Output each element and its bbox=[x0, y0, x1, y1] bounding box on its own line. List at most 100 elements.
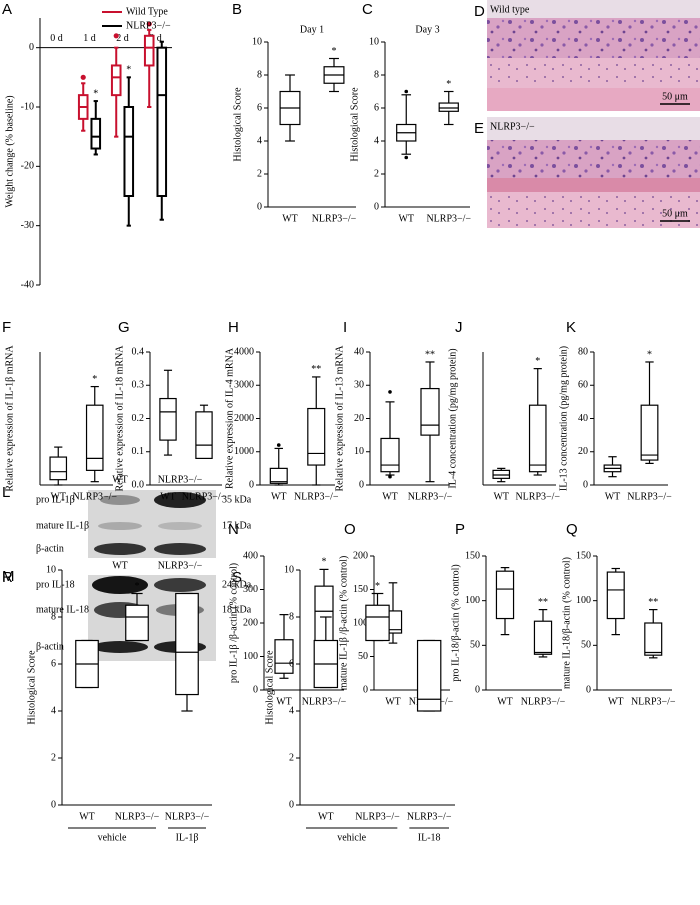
x-tick-label: NLRP3−/− bbox=[165, 811, 210, 822]
y-tick-label: 40 bbox=[354, 346, 364, 357]
band-label: β-actin bbox=[36, 543, 64, 554]
y-axis-label: Histological Score bbox=[349, 87, 360, 162]
y-tick-label: 3000 bbox=[234, 380, 254, 391]
box bbox=[606, 571, 625, 620]
blot-image bbox=[88, 490, 216, 558]
x-tick-label: 3 d bbox=[149, 33, 162, 44]
box bbox=[528, 404, 547, 473]
outlier bbox=[276, 443, 281, 447]
chart-title: Day 1 bbox=[300, 24, 324, 35]
x-tick-label: WT bbox=[608, 696, 624, 707]
box bbox=[125, 604, 149, 642]
group-label: IL-18 bbox=[418, 832, 441, 843]
x-tick-label: NLRP3−/− bbox=[115, 811, 160, 822]
significance: * bbox=[135, 581, 140, 592]
y-tick-label: -30 bbox=[21, 220, 34, 231]
significance: * bbox=[322, 557, 327, 568]
y-axis-label: Histological Score bbox=[264, 650, 275, 725]
y-tick-label: 40 bbox=[578, 413, 588, 424]
y-tick-label: 6 bbox=[51, 658, 56, 669]
y-tick-label: 100 bbox=[353, 617, 368, 628]
panel-letter: K bbox=[566, 319, 576, 336]
x-tick-label: WT bbox=[276, 696, 292, 707]
y-tick-label: 0 bbox=[586, 684, 591, 695]
y-axis-label: Relative expression of IL-18 mRNA bbox=[114, 345, 125, 492]
x-tick-label: NLRP3−/− bbox=[627, 491, 672, 502]
y-tick-label: 10 bbox=[284, 564, 294, 575]
box bbox=[175, 592, 199, 696]
box bbox=[49, 456, 68, 481]
x-tick-label: NLRP3−/− bbox=[515, 491, 560, 502]
panel-letter: E bbox=[474, 120, 484, 137]
band-label: pro IL-1β bbox=[36, 494, 75, 505]
box bbox=[269, 467, 288, 484]
y-tick-label: 0 bbox=[359, 479, 364, 490]
y-tick-label: 8 bbox=[51, 611, 56, 622]
y-tick-label: 150 bbox=[465, 550, 480, 561]
significance: ** bbox=[648, 597, 658, 608]
box bbox=[438, 102, 459, 112]
image-caption: NLRP3−/− bbox=[490, 121, 535, 132]
panel-letter: S bbox=[232, 569, 242, 586]
box bbox=[365, 604, 390, 642]
y-tick-label: 4 bbox=[374, 135, 379, 146]
y-axis-label: Relative expression of IL-1β mRNA bbox=[4, 345, 15, 492]
y-tick-label: 80 bbox=[578, 346, 588, 357]
y-tick-label: 400 bbox=[243, 550, 258, 561]
histology-image bbox=[487, 0, 700, 111]
significance: * bbox=[92, 374, 97, 385]
x-tick-label: NLRP3−/− bbox=[302, 696, 347, 707]
image-caption: Wild type bbox=[490, 4, 530, 15]
y-tick-label: 30 bbox=[354, 380, 364, 391]
panel-letter: O bbox=[344, 521, 356, 538]
y-tick-label: 0 bbox=[29, 42, 34, 53]
box bbox=[143, 34, 155, 67]
y-tick-label: 300 bbox=[243, 584, 258, 595]
x-tick-label: WT bbox=[385, 696, 401, 707]
panel-letter: N bbox=[228, 521, 239, 538]
y-tick-label: 10 bbox=[252, 36, 262, 47]
x-tick-label: WT bbox=[382, 491, 398, 502]
panel-letter: L bbox=[2, 484, 10, 501]
y-axis-label: mature IL-1β /β-actin (% control) bbox=[338, 556, 349, 691]
y-axis-label: Relative expression of IL-13 mRNA bbox=[334, 345, 345, 492]
y-tick-label: 0 bbox=[374, 201, 379, 212]
y-axis-label: IL-4 concentration (pg/mg protein) bbox=[447, 348, 458, 488]
y-tick-label: 150 bbox=[576, 550, 591, 561]
lane-label: WT bbox=[112, 560, 128, 571]
y-tick-label: 0.3 bbox=[132, 380, 145, 391]
y-tick-label: 2 bbox=[257, 168, 262, 179]
box bbox=[274, 639, 294, 674]
outlier bbox=[146, 21, 152, 27]
y-axis-label: Histological Score bbox=[26, 650, 37, 725]
y-axis-label: mature IL-18/β-actin (% control) bbox=[561, 557, 572, 689]
box bbox=[420, 387, 440, 436]
y-tick-label: 100 bbox=[243, 651, 258, 662]
box bbox=[110, 64, 122, 97]
x-tick-label: NLRP3−/− bbox=[426, 213, 471, 224]
box bbox=[123, 106, 135, 197]
x-tick-label: WT bbox=[79, 811, 95, 822]
scale-label: 50 μm bbox=[662, 91, 688, 102]
panel-letter: H bbox=[228, 319, 239, 336]
y-tick-label: 4 bbox=[51, 705, 56, 716]
panel-letter: I bbox=[343, 319, 347, 336]
box bbox=[416, 639, 442, 712]
y-tick-label: 8 bbox=[289, 611, 294, 622]
box bbox=[380, 437, 400, 473]
y-tick-label: 200 bbox=[243, 617, 258, 628]
box bbox=[85, 404, 104, 471]
x-tick-label: NLRP3−/− bbox=[312, 213, 357, 224]
y-tick-label: 0.0 bbox=[132, 479, 145, 490]
y-tick-label: 50 bbox=[358, 651, 368, 662]
x-tick-label: NLRP3−/− bbox=[408, 491, 453, 502]
y-tick-label: 0 bbox=[583, 479, 588, 490]
x-tick-label: 0 d bbox=[50, 33, 63, 44]
panel-letter: F bbox=[2, 319, 11, 336]
panel-letter: M bbox=[2, 568, 15, 585]
band-label: mature IL-18 bbox=[36, 604, 89, 615]
panel-letter: D bbox=[474, 3, 485, 20]
x-tick-label: NLRP3−/− bbox=[355, 811, 400, 822]
band-size: 24 kDa bbox=[222, 579, 252, 590]
